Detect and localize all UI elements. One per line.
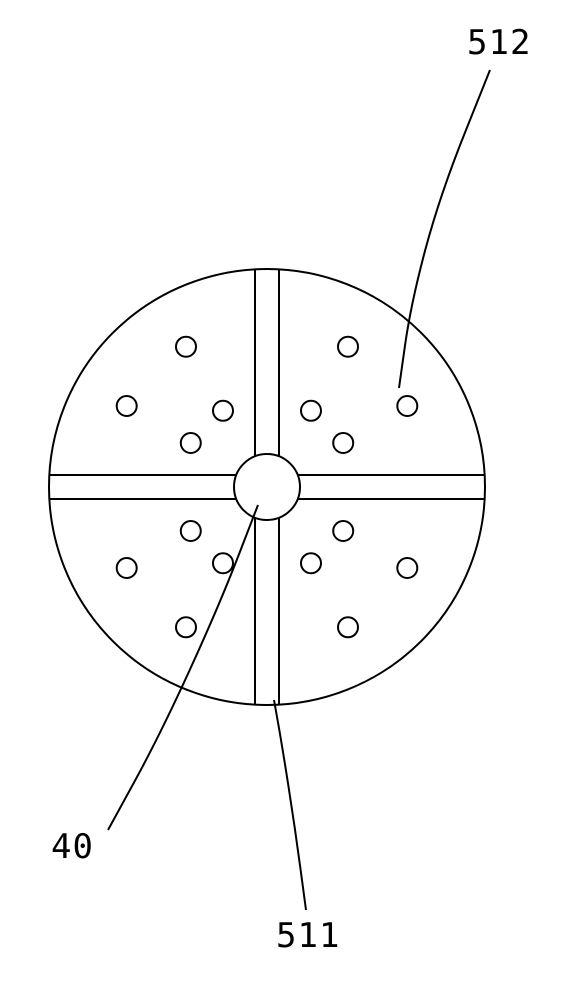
outer-circle [49, 269, 485, 705]
leader-512 [399, 70, 490, 388]
hole-r1-a60 [301, 401, 321, 421]
hole-r0-a240 [176, 617, 196, 637]
label-511: 511 [276, 916, 340, 956]
hole-r0-a300 [338, 617, 358, 637]
hole-r1-a210 [181, 521, 201, 541]
leader-40 [108, 505, 258, 830]
hole-r0-a210 [117, 558, 137, 578]
hole-r1-a150 [181, 433, 201, 453]
hole-r0-a120 [176, 337, 196, 357]
hole-r1-a300 [301, 553, 321, 573]
cross-bars [49, 269, 484, 704]
hole-r0-a60 [338, 337, 358, 357]
hole-r0-a150 [117, 396, 137, 416]
hole-r1-a30 [333, 433, 353, 453]
label-40: 40 [51, 827, 94, 867]
holes-group [117, 337, 418, 638]
inner-circle [234, 454, 300, 520]
hole-r1-a120 [213, 401, 233, 421]
hole-r1-a330 [333, 521, 353, 541]
leader-511 [274, 700, 306, 910]
hole-r0-a330 [397, 558, 417, 578]
hole-r1-a240 [213, 553, 233, 573]
technical-drawing: 512 40 511 [0, 0, 583, 1000]
hole-r0-a30 [397, 396, 417, 416]
label-512: 512 [467, 23, 531, 63]
